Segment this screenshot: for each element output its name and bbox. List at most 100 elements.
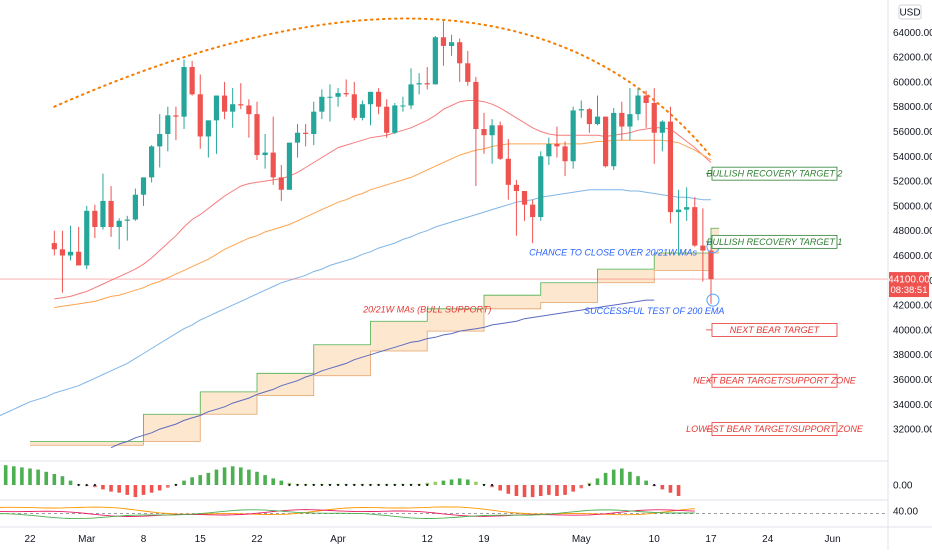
candle[interactable] [619,101,625,141]
candle[interactable] [667,106,674,224]
candle[interactable] [327,84,333,122]
candle[interactable] [521,191,528,221]
candle[interactable] [700,208,706,282]
candle[interactable] [692,197,698,247]
candle[interactable] [124,215,130,241]
candle[interactable] [546,137,552,165]
currency-badge[interactable]: USD [898,4,922,20]
candle[interactable] [294,124,301,158]
candle[interactable] [457,38,463,82]
candle[interactable] [303,124,309,147]
candle[interactable] [359,100,365,121]
candle[interactable] [675,189,682,256]
candle[interactable] [140,177,147,206]
candle[interactable] [554,126,560,158]
candle[interactable] [149,145,155,183]
candle[interactable] [408,68,414,110]
candle[interactable] [578,100,584,118]
candle[interactable] [278,164,284,201]
candle[interactable] [59,230,66,293]
candle[interactable] [505,138,511,200]
target-box[interactable]: BULLISH RECOVERY TARGET 2 [705,166,842,181]
candle[interactable] [473,76,479,187]
candle[interactable] [343,79,349,97]
currency-label: USD [899,8,920,19]
candle[interactable] [659,120,665,152]
candle[interactable] [684,187,690,221]
candle[interactable] [254,101,260,161]
candle-body [351,94,357,118]
candle[interactable] [173,106,179,141]
bull-band-step [427,308,484,332]
candle[interactable] [448,34,455,56]
candle[interactable] [319,89,325,120]
candle[interactable] [367,91,374,126]
target-box[interactable]: NEXT BEAR TARGET/SUPPORT ZONE [693,373,857,388]
candle[interactable] [351,81,357,121]
candle[interactable] [311,101,317,146]
candle[interactable] [627,88,633,141]
candle-body [286,142,293,190]
candle[interactable] [416,73,422,95]
candle[interactable] [489,119,495,164]
price-tick-label: 34000.00 [893,400,932,411]
candle[interactable] [594,95,601,126]
candle[interactable] [205,120,211,158]
price-tick-label: 62000.00 [893,53,932,64]
candle[interactable] [530,199,536,244]
candle[interactable] [157,114,163,168]
candle[interactable] [570,106,576,169]
candle[interactable] [376,88,382,115]
candle[interactable] [67,225,74,261]
osc-bar [238,467,243,485]
candle-body [513,184,520,192]
candle[interactable] [481,112,487,154]
candle[interactable] [51,230,57,256]
candle[interactable] [92,204,98,239]
annotation-text: 20/21W MAs (BULL SUPPORT) [362,305,491,315]
candle[interactable] [84,205,90,270]
candle[interactable] [132,188,138,221]
osc-bar [68,480,73,485]
candle[interactable] [611,107,617,170]
candle[interactable] [116,218,122,250]
candle[interactable] [335,88,341,107]
candle[interactable] [497,121,503,161]
candle[interactable] [221,81,228,120]
candle[interactable] [440,21,447,66]
candle[interactable] [108,186,114,237]
candle-body [635,95,641,115]
candle[interactable] [392,102,398,134]
candle[interactable] [602,116,609,168]
candle[interactable] [197,74,203,149]
target-box[interactable]: BULLISH RECOVERY TARGET 1 [705,234,842,249]
candle[interactable] [286,142,293,190]
target-box[interactable]: LOWEST BEAR TARGET/SUPPORT ZONE [686,422,864,437]
candle[interactable] [270,116,276,185]
candle[interactable] [76,226,82,266]
price-tick-label: 48000.00 [893,226,932,237]
candle[interactable] [246,99,252,138]
candle[interactable] [213,95,220,154]
candle[interactable] [181,59,187,130]
candle[interactable] [238,83,244,110]
candle[interactable] [432,36,438,85]
candle[interactable] [189,60,195,96]
candle[interactable] [424,67,430,90]
candle[interactable] [586,107,592,133]
candle[interactable] [230,88,236,128]
candle[interactable] [400,96,406,112]
target-box[interactable]: NEXT BEAR TARGET [705,322,838,337]
candle[interactable] [651,88,657,164]
candle[interactable] [513,179,520,236]
candle[interactable] [643,90,649,128]
candle[interactable] [165,106,171,152]
candle[interactable] [465,50,471,86]
osc-zero-dot [296,483,299,487]
candle[interactable] [262,133,268,169]
candle[interactable] [100,173,106,230]
candle[interactable] [635,88,641,121]
candle[interactable] [562,141,568,177]
candle[interactable] [538,151,544,221]
candle[interactable] [384,99,390,138]
